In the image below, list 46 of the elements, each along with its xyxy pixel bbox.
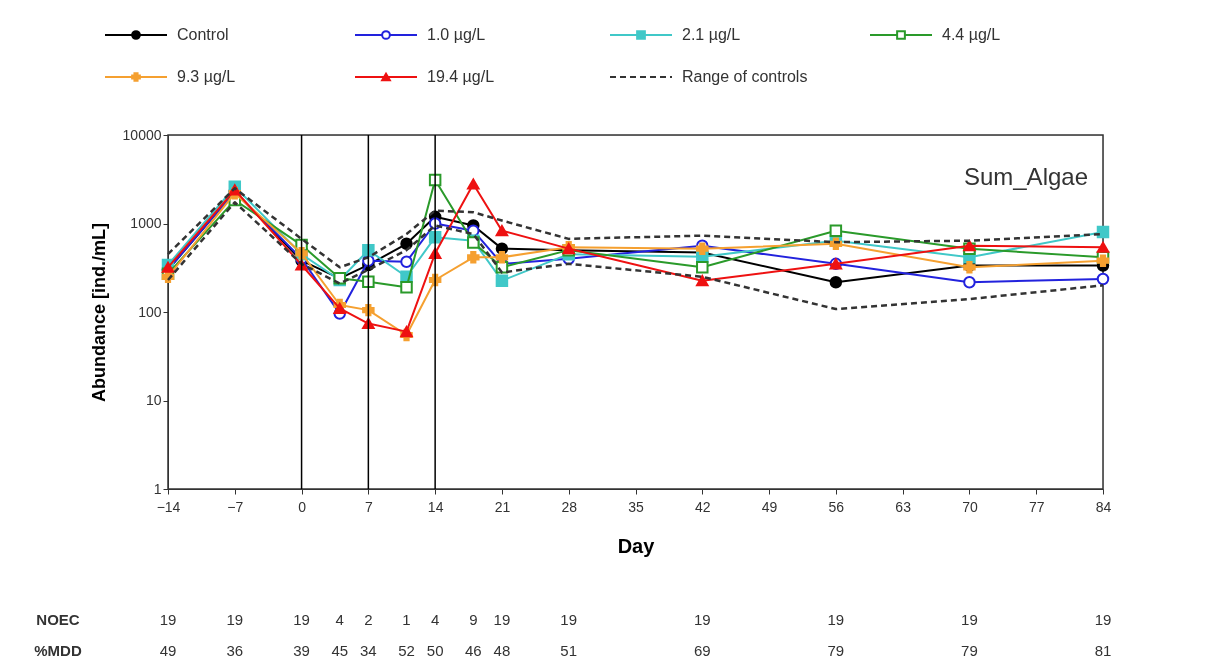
text: 19 48 (493, 611, 511, 659)
legend-label: 9.3 µg/L (177, 68, 236, 85)
x-tick-label: 84 (1095, 498, 1112, 515)
text: 9 46 (464, 611, 482, 659)
text: 19 79 (961, 611, 978, 659)
x-tick-label: 21 (494, 498, 511, 515)
legend-label: Control (177, 26, 229, 43)
x-tick-label: 14 (427, 498, 444, 515)
x-tick-label: 0 (298, 498, 307, 515)
x-tick-label: 70 (962, 498, 978, 515)
legend-label: Range of controls (682, 68, 808, 85)
y-tick-label: 10 (145, 392, 162, 408)
y-axis-title: Abundance [ind./mL] (88, 223, 109, 402)
legend-label: 2.1 µg/L (682, 26, 741, 43)
text: NOEC (36, 611, 80, 628)
text: 4 45 (331, 611, 349, 659)
legend-label: 1.0 µg/L (427, 26, 486, 43)
x-tick-label: 56 (828, 498, 845, 515)
text: 19 79 (827, 611, 845, 659)
text: 19 49 (159, 611, 177, 659)
text: 19 81 (1094, 611, 1112, 659)
legend-label: 19.4 µg/L (427, 68, 495, 85)
x-axis-title: Day (617, 534, 656, 557)
y-tick-label: 100 (138, 303, 162, 320)
x-tick-label: 49 (761, 498, 778, 515)
x-tick-label: 28 (561, 498, 578, 515)
text: 19 39 (293, 611, 310, 659)
text: 19 69 (693, 611, 711, 659)
annotation: Sum_Algae (963, 163, 1088, 190)
x-tick-label: 35 (628, 498, 644, 515)
y-tick-label: 1000 (130, 215, 162, 231)
x-tick-label: −14 (156, 498, 181, 515)
x-tick-label: 77 (1028, 498, 1045, 515)
y-tick-label: 10000 (122, 126, 162, 143)
x-tick-label: 63 (895, 498, 912, 515)
text: 2 34 (360, 611, 377, 659)
text: %MDD (34, 642, 82, 659)
text: 19 51 (560, 611, 578, 659)
text: 19 36 (226, 611, 244, 659)
legend-label: 4.4 µg/L (942, 26, 1001, 43)
y-tick-label: 1 (153, 480, 162, 497)
x-tick-label: −7 (227, 498, 244, 515)
text: 4 50 (426, 611, 444, 659)
x-tick-label: 7 (364, 498, 373, 515)
x-tick-label: 42 (695, 498, 711, 515)
text: 1 52 (398, 611, 415, 659)
